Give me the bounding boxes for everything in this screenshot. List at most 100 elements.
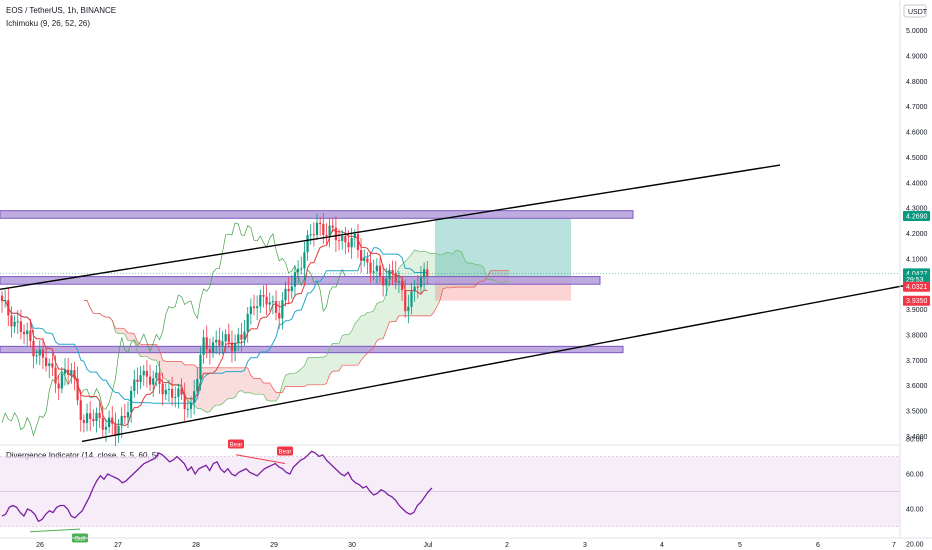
cloud-segment [320, 357, 324, 385]
time-tick-label: 30 [348, 542, 356, 549]
candle-body [382, 276, 385, 286]
candle-body [26, 330, 29, 335]
candle-body [419, 277, 423, 288]
candle-body [41, 349, 45, 358]
candle-body [4, 300, 7, 302]
horizontal-zones[interactable] [0, 210, 634, 354]
candle-body [70, 370, 73, 375]
price-tick-label: 4.1000 [906, 256, 928, 263]
cloud-segment [162, 360, 166, 379]
horizontal-zone[interactable] [0, 345, 624, 354]
trendline[interactable] [0, 164, 781, 290]
cloud-segment [364, 312, 368, 357]
candle-body [51, 363, 54, 368]
chikou-span [1, 222, 346, 437]
candle-series [0, 212, 429, 446]
price-tick-label: 3.4000 [906, 434, 928, 441]
candle-body [369, 262, 372, 273]
candle-body [108, 417, 111, 427]
divergence-legend: Divergence Indicator (14, close, 5, 5, 6… [6, 451, 159, 460]
price-axis[interactable]: 5.0000 4.9000 4.8000 4.7000 4.6000 4.5000 4.40… [0, 0, 930, 538]
candle-body [426, 269, 429, 277]
time-tick-label: 6 [816, 542, 820, 549]
candle-body [174, 396, 177, 398]
candle-body [22, 331, 26, 335]
candle-body [48, 363, 51, 367]
cloud-segment [231, 367, 236, 399]
candle-body [63, 369, 67, 374]
candle-body [281, 300, 284, 319]
candle-body [145, 370, 148, 377]
oscillator-tick-label: 80.00 [906, 437, 924, 444]
candle-body [410, 291, 413, 307]
cloud-segment [165, 361, 169, 383]
candle-body [215, 339, 218, 343]
candle-body [167, 388, 171, 390]
oscillator-background [0, 444, 900, 527]
price-tick-label: 4.4000 [906, 180, 928, 187]
price-tick-label: 4.7000 [906, 104, 928, 111]
candle-body [234, 343, 237, 352]
candle-body [268, 302, 271, 305]
candle-body [300, 268, 303, 270]
candle-body [136, 379, 139, 382]
price-tick-label: 3.9000 [906, 307, 928, 314]
oscillator-tick-label: 40.00 [906, 507, 924, 514]
time-tick-label: 5 [738, 542, 742, 549]
oscillator-line [1, 450, 433, 523]
candle-body [312, 234, 315, 236]
ichimoku-lines [1, 222, 510, 437]
candle-body [337, 240, 341, 242]
cloud-segment [351, 323, 355, 366]
cloud-segment [184, 364, 188, 401]
candle-body [325, 234, 328, 236]
price-tick-label: 4.2000 [906, 231, 928, 238]
candle-body [130, 390, 133, 413]
time-tick-label: 28 [192, 542, 200, 549]
cloud-segment [241, 367, 245, 393]
cloud-segment [285, 373, 289, 387]
candle-body [73, 370, 76, 379]
price-label-value: 4.0321 [906, 284, 928, 291]
trendlines[interactable] [0, 164, 926, 443]
cloud-segment [168, 361, 173, 385]
oscillator-tick-label: 60.00 [906, 472, 924, 479]
long-position-tool[interactable] [435, 218, 571, 301]
candle-body [297, 268, 300, 273]
candle-body [76, 378, 79, 401]
candle-body [400, 280, 404, 291]
horizontal-zone[interactable] [0, 210, 634, 219]
price-label-box [903, 211, 930, 221]
cloud-segment [266, 383, 270, 401]
time-axis[interactable]: 26 27 28 29 30 Jul 2 3 4 5 6 7 [0, 537, 932, 549]
candle-body [227, 334, 230, 343]
horizontal-zone[interactable] [0, 276, 601, 285]
candle-body [271, 301, 274, 303]
candle-body [350, 238, 353, 248]
candle-body [117, 425, 120, 436]
trendline[interactable] [81, 280, 926, 443]
candle-body [240, 334, 243, 340]
candle-body [126, 412, 130, 418]
currency-badge[interactable] [903, 4, 927, 18]
cloud-segment [323, 355, 327, 385]
signal-badge [277, 446, 293, 456]
candle-body [79, 400, 82, 421]
candle-body [290, 286, 293, 292]
candle-body [404, 290, 407, 312]
cloud-segment [172, 361, 176, 385]
cloud-segment [257, 378, 261, 395]
signal-label: Bear [230, 442, 243, 448]
cloud-segment [373, 303, 377, 348]
candle-body [353, 233, 356, 239]
price-tick-label: 4.6000 [906, 130, 928, 137]
cloud-segment [124, 328, 128, 341]
cloud-segment [307, 357, 311, 385]
ichimoku-legend: Ichimoku (9, 26, 52, 26) [6, 19, 90, 28]
target-zone[interactable] [435, 218, 571, 277]
candle-body [407, 306, 410, 312]
cloud-segment [326, 347, 330, 384]
candle-body [186, 408, 189, 410]
candle-body [161, 383, 164, 395]
